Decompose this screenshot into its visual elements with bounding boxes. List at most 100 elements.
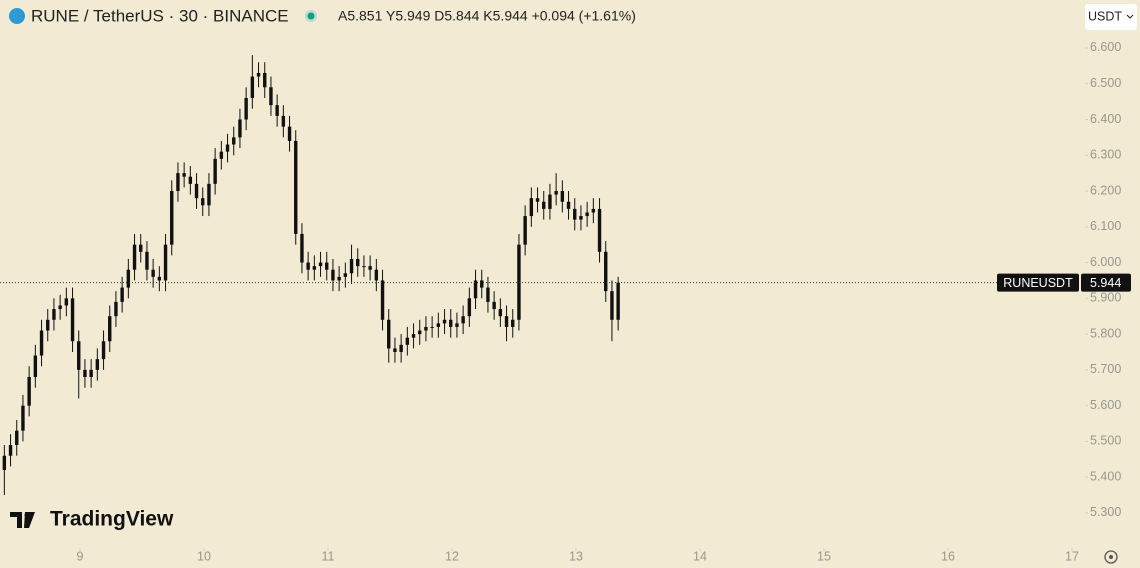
candle-body <box>473 280 478 299</box>
candle-body <box>430 326 434 328</box>
candle-body <box>145 251 149 270</box>
currency-button[interactable] <box>1085 4 1137 30</box>
candle-body <box>120 287 124 302</box>
candle-body <box>523 216 527 245</box>
currency-label[interactable]: USDT <box>1088 9 1122 23</box>
candle-body <box>331 269 335 281</box>
candle-body <box>207 183 211 206</box>
x-tick-label: 14 <box>693 549 707 563</box>
candle-body <box>455 323 459 327</box>
candle-body <box>27 377 31 406</box>
candle-body <box>8 444 13 456</box>
x-tick-label: 16 <box>941 549 955 563</box>
candle-body <box>380 280 385 320</box>
x-tick-label: 9 <box>77 549 84 563</box>
candle-body <box>424 326 428 331</box>
y-tick-label: 6.000 <box>1090 255 1121 269</box>
candle-body <box>269 87 273 106</box>
candle-body <box>58 305 62 310</box>
y-tick-label: 5.400 <box>1090 469 1121 483</box>
y-tick-label: 6.500 <box>1090 76 1121 90</box>
candle-body <box>201 198 205 206</box>
candle-body <box>213 158 217 184</box>
y-tick-label: 6.100 <box>1090 219 1121 233</box>
candle-body <box>405 337 410 345</box>
candle-body <box>139 244 143 252</box>
candle-body <box>374 269 379 281</box>
candle-body <box>449 319 453 327</box>
candle-body <box>170 191 174 245</box>
candle-body <box>300 233 304 263</box>
candle-body <box>52 309 56 320</box>
candle-body <box>356 258 360 267</box>
candle-body <box>387 319 391 349</box>
symbol-title: RUNE / TetherUS · 30 · BINANCE <box>31 6 289 25</box>
candle-body <box>610 291 614 320</box>
candle-body <box>194 183 199 199</box>
candle-body <box>256 72 261 77</box>
candle-body <box>597 208 602 252</box>
x-tick-label: 17 <box>1065 549 1079 563</box>
candle-body <box>542 201 546 209</box>
last-price-name: RUNEUSDT <box>1003 276 1073 290</box>
candle-body <box>108 316 112 342</box>
x-tick-label: 11 <box>321 549 334 563</box>
candle-body <box>275 105 279 116</box>
y-tick-label: 5.300 <box>1090 505 1121 519</box>
candle-body <box>46 319 50 331</box>
candle-body <box>70 298 75 342</box>
y-tick-label: 5.600 <box>1090 398 1121 412</box>
y-tick-label: 5.500 <box>1090 434 1121 448</box>
y-tick-label: 6.300 <box>1090 148 1121 162</box>
candle-body <box>15 430 19 445</box>
candle-body <box>554 191 558 195</box>
candle-body <box>2 455 7 471</box>
candle-body <box>504 316 509 327</box>
candle-body <box>182 173 186 177</box>
candle-body <box>232 137 236 145</box>
y-tick-label: 6.400 <box>1090 112 1121 126</box>
candle-body <box>442 319 447 324</box>
candle-body <box>151 269 155 277</box>
candle-body <box>343 273 348 277</box>
candle-body <box>548 194 552 209</box>
candle-body <box>467 298 472 317</box>
candle-body <box>399 344 403 352</box>
candle-body <box>337 276 341 281</box>
symbol-icon <box>9 8 25 24</box>
candle-body <box>411 334 416 338</box>
candle-body <box>560 191 565 202</box>
settings-icon[interactable] <box>1104 550 1118 564</box>
x-tick-label: 12 <box>445 549 459 563</box>
candle-body <box>418 330 422 335</box>
x-tick-label: 10 <box>197 549 211 563</box>
candle-body <box>573 208 577 220</box>
candle-body <box>318 262 323 267</box>
candle-body <box>492 301 496 310</box>
candle-body <box>461 316 465 324</box>
candle-body <box>238 119 242 138</box>
y-tick-label: 6.600 <box>1090 40 1121 54</box>
logo-mark <box>10 512 35 528</box>
candle-body <box>64 298 69 306</box>
candle-body <box>517 244 521 320</box>
candle-body <box>263 72 267 88</box>
candle-body <box>188 176 193 184</box>
candle-body <box>21 405 25 431</box>
x-tick-label: 13 <box>569 549 583 563</box>
candle-body <box>294 140 298 234</box>
candle-body <box>306 262 310 270</box>
last-price-label: 5.944 <box>1090 276 1121 290</box>
y-tick-label: 6.200 <box>1090 183 1121 197</box>
last-price-name-box <box>997 273 1079 292</box>
candle-body <box>535 198 540 202</box>
y-tick-label: 5.800 <box>1090 326 1121 340</box>
candle-body <box>225 144 230 152</box>
candle-body <box>511 319 515 327</box>
candle-body <box>616 282 620 320</box>
candle-body <box>591 208 596 213</box>
candle-body <box>33 355 38 378</box>
settings-icon-center[interactable] <box>1109 555 1113 559</box>
logo: TradingView <box>10 508 174 531</box>
